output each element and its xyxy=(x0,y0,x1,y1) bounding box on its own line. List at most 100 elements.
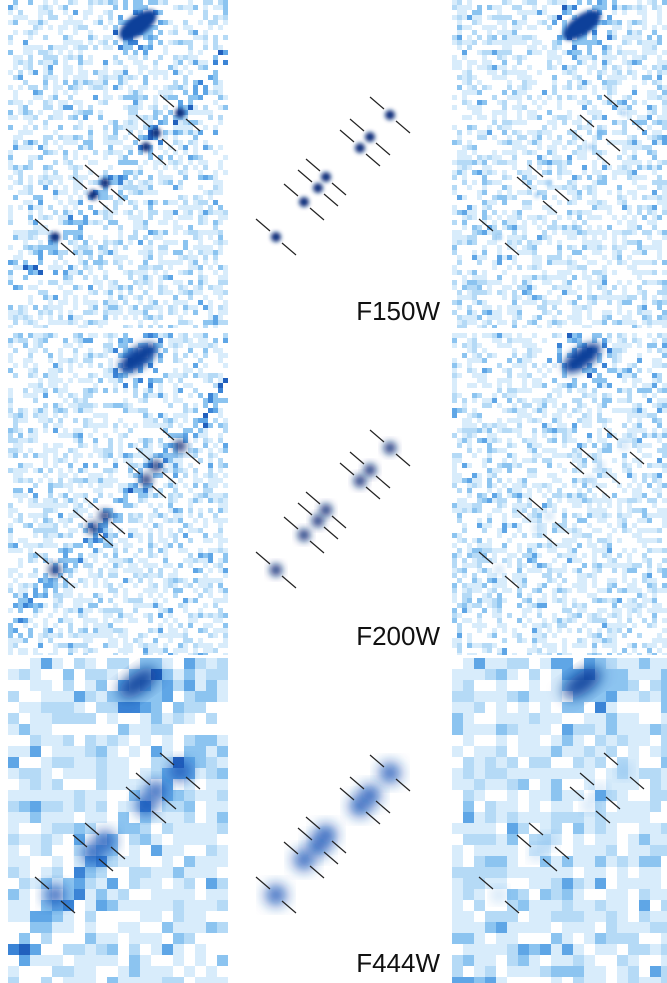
noise-pixel xyxy=(522,75,527,80)
noise-pixel xyxy=(163,423,168,428)
noise-pixel xyxy=(557,260,562,265)
noise-pixel xyxy=(8,175,13,180)
noise-pixel xyxy=(173,493,178,498)
noise-pixel xyxy=(223,333,228,338)
noise-pixel xyxy=(143,458,148,463)
noise-pixel xyxy=(73,230,78,235)
noise-pixel xyxy=(153,85,158,90)
noise-pixel xyxy=(502,225,507,230)
noise-pixel xyxy=(128,45,133,50)
noise-pixel xyxy=(153,230,158,235)
noise-pixel xyxy=(33,20,38,25)
noise-pixel xyxy=(188,105,193,110)
noise-pixel xyxy=(497,315,502,320)
noise-pixel xyxy=(532,255,537,260)
noise-pixel xyxy=(68,653,73,658)
noise-pixel xyxy=(522,250,527,255)
noise-pixel xyxy=(43,60,48,65)
noise-pixel xyxy=(123,543,128,548)
noise-pixel xyxy=(98,633,103,638)
noise-pixel xyxy=(23,105,28,110)
noise-pixel xyxy=(657,40,662,45)
noise-pixel xyxy=(662,160,667,165)
noise-pixel xyxy=(38,95,43,100)
noise-pixel xyxy=(63,150,68,155)
noise-pixel xyxy=(467,90,472,95)
noise-pixel xyxy=(103,245,108,250)
noise-pixel xyxy=(28,368,33,373)
noise-pixel xyxy=(163,398,168,403)
noise-pixel xyxy=(183,90,188,95)
noise-pixel xyxy=(632,383,637,388)
noise-pixel xyxy=(457,325,462,330)
noise-pixel xyxy=(103,563,108,568)
noise-pixel xyxy=(487,15,492,20)
noise-pixel xyxy=(93,578,98,583)
noise-pixel xyxy=(452,333,457,338)
noise-pixel xyxy=(647,90,652,95)
noise-pixel xyxy=(467,240,472,245)
noise-pixel xyxy=(472,290,477,295)
noise-pixel xyxy=(467,35,472,40)
noise-pixel xyxy=(218,185,223,190)
noise-pixel xyxy=(88,220,93,225)
noise-pixel xyxy=(537,398,542,403)
noise-pixel xyxy=(33,613,38,618)
noise-pixel xyxy=(193,498,198,503)
noise-pixel xyxy=(148,325,153,330)
noise-pixel xyxy=(642,408,647,413)
noise-pixel xyxy=(73,358,78,363)
noise-pixel xyxy=(148,240,153,245)
noise-pixel xyxy=(183,290,188,295)
noise-pixel xyxy=(582,210,587,215)
noise-pixel xyxy=(482,310,487,315)
noise-pixel xyxy=(652,210,657,215)
noise-pixel xyxy=(48,448,53,453)
noise-pixel xyxy=(158,603,163,608)
noise-pixel xyxy=(178,160,183,165)
noise-pixel xyxy=(477,275,482,280)
noise-pixel xyxy=(158,333,163,338)
noise-pixel xyxy=(547,280,552,285)
noise-pixel xyxy=(602,235,607,240)
noise-pixel xyxy=(73,493,78,498)
noise-pixel xyxy=(178,185,183,190)
noise-pixel xyxy=(587,0,592,5)
noise-pixel xyxy=(542,155,547,160)
noise-pixel xyxy=(178,513,183,518)
noise-pixel xyxy=(218,265,223,270)
noise-pixel xyxy=(63,493,68,498)
noise-pixel xyxy=(148,210,153,215)
noise-pixel xyxy=(642,310,647,315)
noise-pixel xyxy=(532,433,537,438)
noise-pixel xyxy=(592,115,597,120)
noise-pixel xyxy=(562,280,567,285)
noise-pixel xyxy=(68,548,73,553)
noise-pixel xyxy=(138,408,143,413)
noise-pixel xyxy=(522,145,527,150)
noise-pixel xyxy=(13,363,18,368)
noise-pixel xyxy=(73,403,78,408)
noise-pixel xyxy=(198,333,203,338)
noise-pixel xyxy=(507,240,512,245)
noise-pixel xyxy=(128,310,133,315)
noise-pixel xyxy=(183,200,188,205)
noise-pixel xyxy=(63,215,68,220)
noise-pixel xyxy=(13,135,18,140)
noise-pixel xyxy=(592,240,597,245)
noise-pixel xyxy=(612,358,617,363)
noise-pixel xyxy=(18,598,23,603)
noise-pixel xyxy=(612,215,617,220)
noise-pixel xyxy=(153,628,158,633)
noise-pixel xyxy=(647,245,652,250)
noise-pixel xyxy=(143,305,148,310)
noise-pixel xyxy=(612,230,617,235)
noise-pixel xyxy=(497,343,502,348)
noise-pixel xyxy=(53,503,58,508)
noise-pixel xyxy=(8,165,13,170)
noise-pixel xyxy=(203,60,208,65)
noise-pixel xyxy=(577,75,582,80)
noise-pixel xyxy=(577,125,582,130)
noise-pixel xyxy=(193,30,198,35)
noise-pixel xyxy=(198,185,203,190)
